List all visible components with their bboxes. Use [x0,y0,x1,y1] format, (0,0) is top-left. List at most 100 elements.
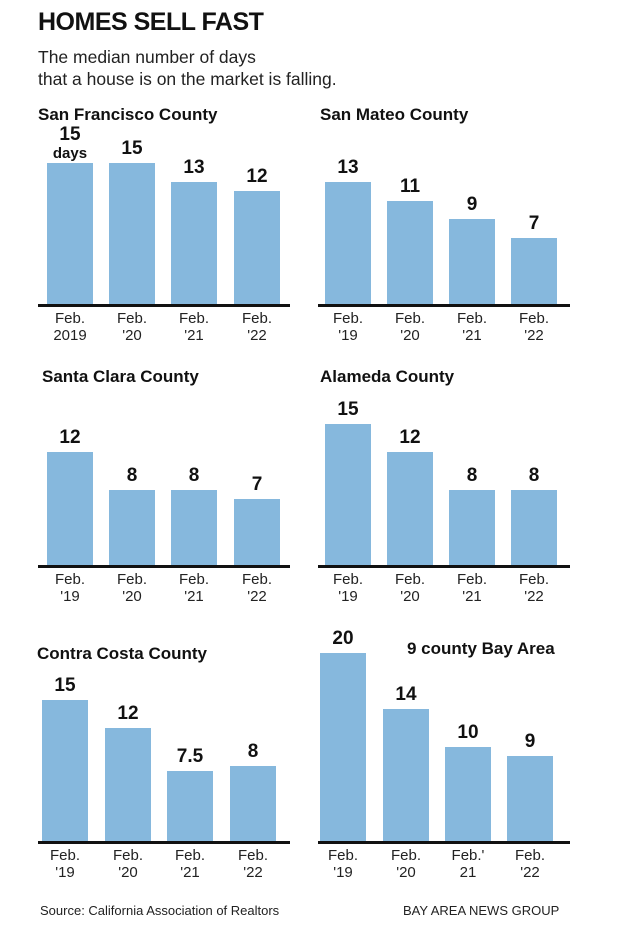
bar [47,163,93,304]
x-tick-label-line: '22 [243,864,263,881]
x-tick-label-line: Feb. [54,310,85,327]
x-tick-label-line: Feb. [514,847,545,864]
bar [320,653,366,841]
x-tick-label-line: '19 [55,864,75,881]
data-label: 13 [183,156,205,178]
chart-title: HOMES SELL FAST [38,8,264,36]
x-tick-label: Feb. '19 [40,571,100,605]
x-tick-label-line: '21 [462,327,482,344]
x-tick-label-line: '22 [247,588,267,605]
x-tick-label-line: '20 [400,327,420,344]
x-tick-label-line: Feb. [332,571,363,588]
x-tick-label: Feb. '22 [227,571,287,605]
bar [42,700,88,841]
bar [449,489,495,565]
x-tick-label: Feb.'21 [160,847,220,881]
x-tick-label: Feb. '20 [102,310,162,344]
data-label: 9 [524,731,536,753]
data-label: 8 [528,464,540,486]
bar [507,756,553,841]
panel-title: San Francisco County [38,105,218,124]
x-tick-label: Feb.'21 [164,571,224,605]
bar [511,238,557,304]
data-label: 12 [59,427,81,449]
source-note: Source: California Association of Realto… [40,903,280,918]
x-tick-label-line: '22 [524,327,544,344]
bar [109,163,155,304]
bar [325,424,371,565]
x-tick-label-line: Feb. [174,847,205,864]
x-tick-label-line: Feb.' [451,847,485,864]
data-label-unit: days [52,145,88,162]
x-tick-label-line: '20 [400,588,420,605]
x-tick-label-line: Feb. [116,310,147,327]
x-tick-label-line: Feb. [456,310,487,327]
data-label: 15 [121,138,143,159]
data-label: 8 [247,740,259,762]
data-label: 7 [251,474,263,496]
x-tick-label-line: Feb. [518,571,549,588]
data-label: 15 [337,399,359,420]
x-tick-label: Feb.'21 [438,847,498,881]
bar [325,181,371,304]
bar [234,499,280,565]
x-tick-label: Feb. '20 [376,847,436,881]
x-axis-line [38,565,290,568]
x-axis-line [318,304,570,307]
x-tick-label: Feb. '22 [504,310,564,344]
x-tick-label-line: '22 [520,864,540,881]
x-tick-label-line: Feb. [49,847,80,864]
x-axis-line [38,304,290,307]
data-label: 12 [399,427,421,449]
x-tick-label-line: '19 [338,327,358,344]
bar [445,747,491,841]
bar [171,181,217,304]
data-label: 20 [332,628,354,649]
credit: BAY AREA NEWS GROUP [403,903,560,918]
bar [105,728,151,841]
data-label: 13 [337,156,359,178]
x-tick-label: Feb. 2019 [40,310,100,344]
x-tick-label: Feb.'21 [442,571,502,605]
x-tick-label-line: Feb. [241,571,272,588]
x-tick-label-line: '22 [524,588,544,605]
data-label: 8 [188,464,200,486]
bar [387,200,433,304]
x-tick-label: Feb. '22 [504,571,564,605]
x-tick-label-line: Feb. [241,310,272,327]
x-tick-label-line: '22 [247,327,267,344]
data-label: 8 [466,464,478,486]
bar [387,452,433,565]
x-tick-label: Feb. '20 [380,310,440,344]
x-tick-label-line: '20 [122,327,142,344]
x-tick-label-line: Feb. [116,571,147,588]
bar [234,191,280,304]
panel-title: Santa Clara County [42,367,199,386]
x-tick-label-line: '21 [180,864,200,881]
x-tick-label: Feb. '20 [98,847,158,881]
bar [230,765,276,841]
x-tick-label: Feb. '20 [102,571,162,605]
data-label: 7 [528,213,540,235]
x-tick-label: Feb. '19 [318,310,378,344]
bar [109,489,155,565]
x-tick-label: Feb. '22 [227,310,287,344]
x-tick-label-line: Feb. [394,571,425,588]
x-tick-label-line: '19 [333,864,353,881]
x-tick-label-line: Feb. [178,310,209,327]
chart-subtitle: The median number of days that a house i… [38,46,337,90]
x-tick-label-line: Feb. [518,310,549,327]
x-tick-label: Feb. '19 [35,847,95,881]
data-label: 9 [466,194,478,216]
x-tick-label-line: '20 [396,864,416,881]
data-label: 15 [54,675,76,696]
x-tick-label: Feb.'21 [442,310,502,344]
data-label: 8 [126,464,138,486]
x-tick-label-line: Feb. [178,571,209,588]
x-tick-label-line: '21 [462,588,482,605]
x-tick-label-line: Feb. [390,847,421,864]
panel-title: Contra Costa County [37,644,207,663]
panel-title: Alameda County [320,367,455,386]
bar [171,489,217,565]
x-axis-line [318,841,570,844]
